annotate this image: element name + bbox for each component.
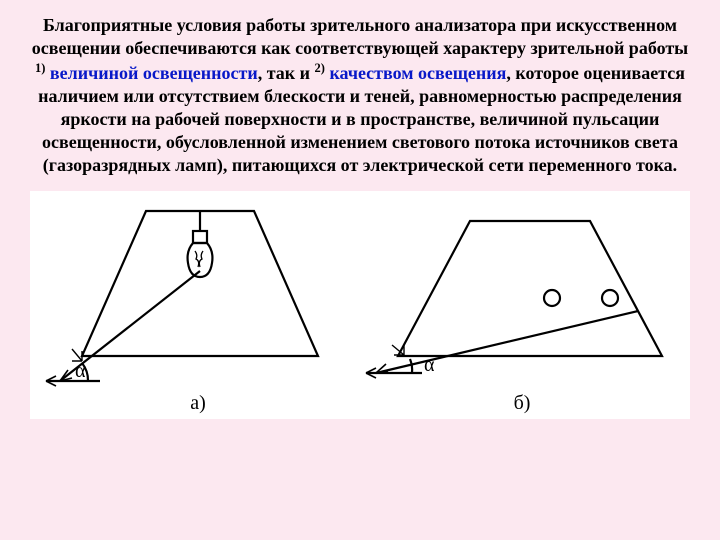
text-seg-2: , так и <box>258 63 315 83</box>
figure-b: α б) <box>362 191 682 419</box>
figure-a: α а) <box>38 191 358 419</box>
alpha-b-label: α <box>424 354 435 376</box>
superscript-1: 1) <box>35 61 45 75</box>
lamp-diagram-b-icon: α <box>362 191 682 419</box>
highlight-1: величиной освещенности <box>45 63 257 83</box>
highlight-2: качеством освещения <box>325 63 506 83</box>
figure-b-label: б) <box>514 392 531 415</box>
superscript-2: 2) <box>315 61 325 75</box>
alpha-a-label: α <box>75 360 86 382</box>
figures-row: α а) <box>30 191 690 419</box>
text-seg-1: Благоприятные условия работы зрительного… <box>32 15 689 58</box>
slide: Благоприятные условия работы зрительного… <box>0 0 720 540</box>
lamp-diagram-a-icon: α <box>38 191 358 419</box>
main-paragraph: Благоприятные условия работы зрительного… <box>30 14 690 177</box>
figure-a-label: а) <box>190 392 206 415</box>
